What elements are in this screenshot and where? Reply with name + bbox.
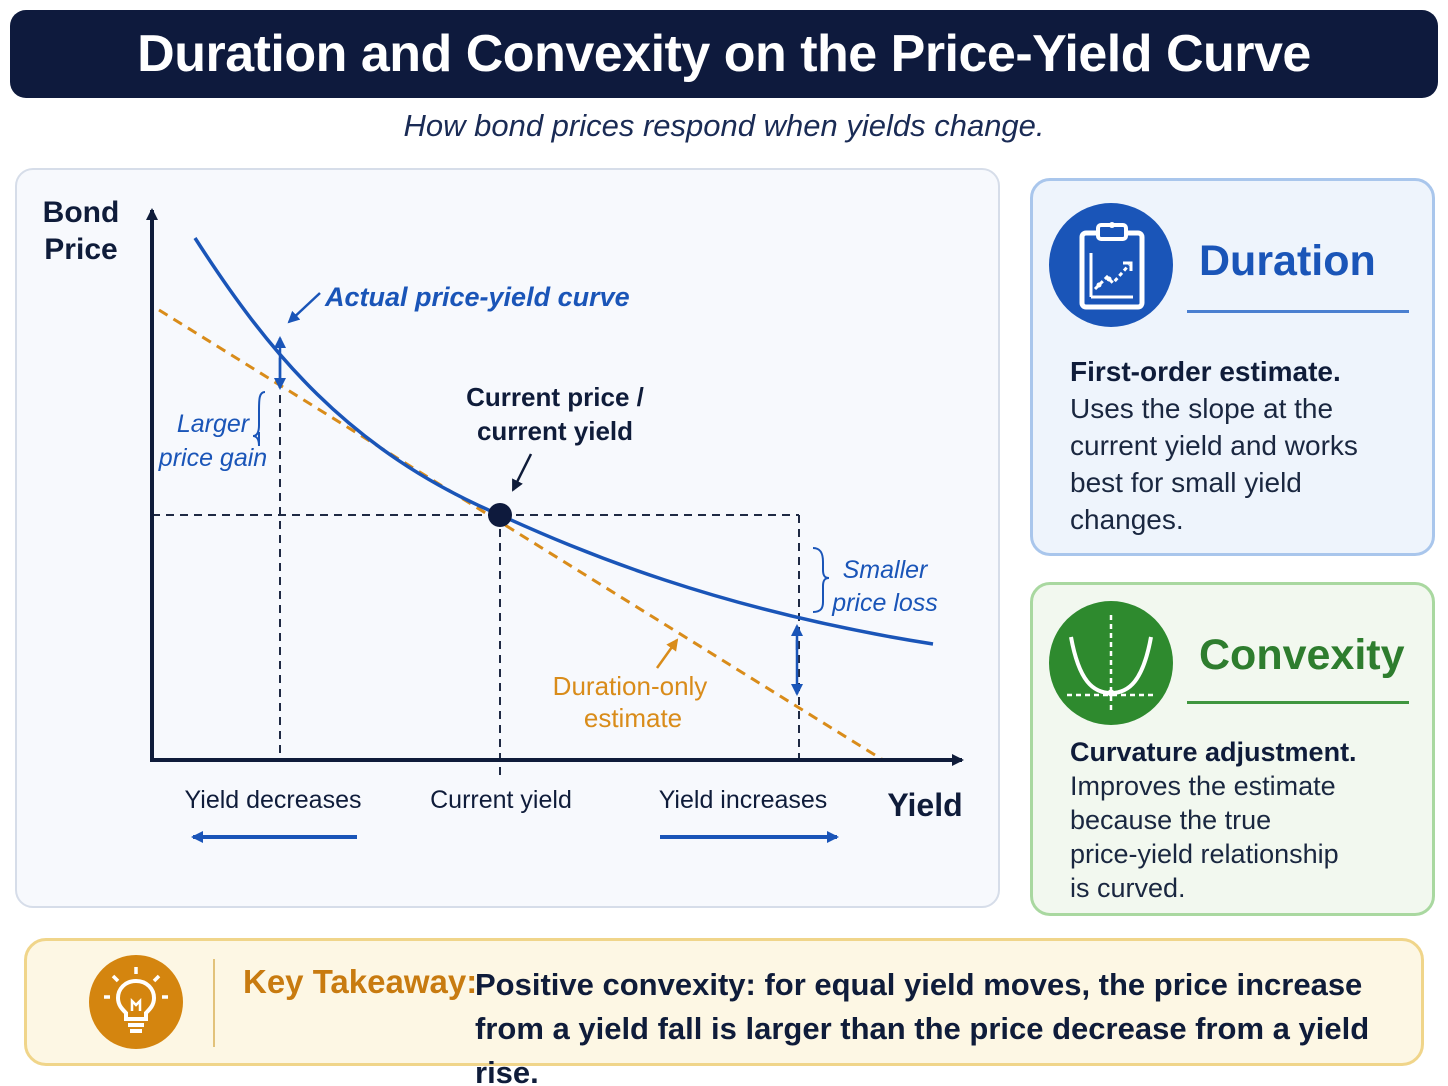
duration-line-3: best for small yield xyxy=(1070,467,1302,498)
x-tick-center: Current yield xyxy=(430,786,572,814)
current-point-label-line2: current yield xyxy=(477,416,633,446)
duration-line-2: current yield and works xyxy=(1070,430,1358,461)
page-title: Duration and Convexity on the Price-Yiel… xyxy=(137,25,1311,83)
loss-label-line1: Smaller xyxy=(843,556,929,584)
estimate-label-line2: estimate xyxy=(584,703,682,733)
duration-title-rule xyxy=(1187,310,1409,313)
gain-label-line2: price gain xyxy=(158,444,267,472)
guide-lines xyxy=(152,395,800,780)
curve-label-pointer xyxy=(287,292,321,324)
clipboard-chart-icon xyxy=(1049,203,1173,327)
estimate-label-line1: Duration-only xyxy=(553,671,708,701)
current-point-marker xyxy=(488,503,512,527)
convexity-description: Curvature adjustment. Improves the estim… xyxy=(1070,735,1420,905)
convexity-title: Convexity xyxy=(1199,631,1405,679)
duration-line-4: changes. xyxy=(1070,504,1184,535)
takeaway-line-2: from a yield fall is larger than the pri… xyxy=(475,1011,1370,1086)
convexity-line-3: price-yield relationship xyxy=(1070,839,1339,869)
takeaway-label: Key Takeaway: xyxy=(243,963,478,1000)
convexity-card: Convexity Curvature adjustment. Improves… xyxy=(1030,582,1435,916)
gain-label-line1: Larger xyxy=(177,410,251,438)
curve-label: Actual price-yield curve xyxy=(324,282,630,312)
duration-estimate-line xyxy=(158,308,884,762)
price-yield-diagram: Bond Price Yield Actual price-yield curv… xyxy=(43,196,964,843)
duration-title: Duration xyxy=(1199,237,1376,285)
y-axis-label-line2: Price xyxy=(44,233,117,266)
x-tick-right: Yield increases xyxy=(659,786,828,814)
current-point-pointer xyxy=(511,453,533,492)
current-point-label-line1: Current price / xyxy=(466,382,644,412)
gain-brace xyxy=(252,391,266,447)
y-axis-label-line1: Bond xyxy=(43,196,120,229)
convexity-line-2: because the true xyxy=(1070,805,1272,835)
duration-description: First-order estimate. Uses the slope at … xyxy=(1070,353,1420,538)
loss-brace xyxy=(812,547,830,613)
key-takeaway-banner: Key Takeaway: Positive convexity: for eq… xyxy=(24,938,1424,1086)
duration-line-1: Uses the slope at the xyxy=(1070,393,1334,424)
takeaway-line-1: Positive convexity: for equal yield move… xyxy=(475,967,1363,1002)
loss-label-line2: price loss xyxy=(831,589,938,617)
page-subtitle: How bond prices respond when yields chan… xyxy=(403,108,1045,143)
duration-lead: First-order estimate. xyxy=(1070,356,1341,387)
x-tick-left: Yield decreases xyxy=(185,786,362,814)
title-bar: Duration and Convexity on the Price-Yiel… xyxy=(10,10,1438,98)
takeaway-text: Positive convexity: for equal yield move… xyxy=(475,963,1405,1086)
convexity-line-1: Improves the estimate xyxy=(1070,771,1336,801)
convexity-lead: Curvature adjustment. xyxy=(1070,737,1357,767)
x-axis-label: Yield xyxy=(887,787,962,823)
diagram-panel: Bond Price Yield Actual price-yield curv… xyxy=(15,168,1000,908)
duration-card: Duration First-order estimate. Uses the … xyxy=(1030,178,1435,556)
estimate-label-pointer xyxy=(655,638,679,669)
convex-curve-icon xyxy=(1049,601,1173,725)
lightbulb-icon xyxy=(89,955,183,1049)
convexity-title-rule xyxy=(1187,701,1409,704)
convexity-line-4: is curved. xyxy=(1070,873,1186,903)
takeaway-divider xyxy=(213,959,215,1047)
